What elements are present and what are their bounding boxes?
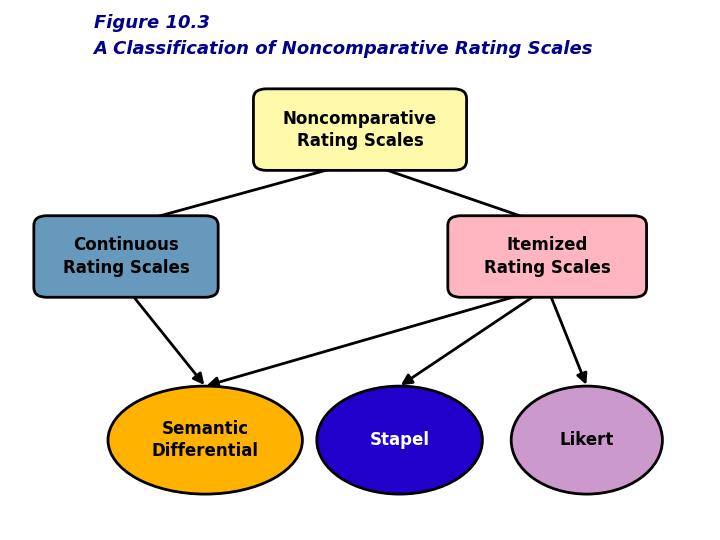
FancyBboxPatch shape (34, 215, 218, 297)
Text: Semantic
Differential: Semantic Differential (152, 420, 258, 460)
Text: A Classification of Noncomparative Rating Scales: A Classification of Noncomparative Ratin… (94, 40, 593, 58)
Text: Stapel: Stapel (369, 431, 430, 449)
FancyBboxPatch shape (253, 89, 467, 171)
Text: Likert: Likert (559, 431, 614, 449)
Text: Itemized
Rating Scales: Itemized Rating Scales (484, 237, 611, 276)
Text: Continuous
Rating Scales: Continuous Rating Scales (63, 237, 189, 276)
Text: Noncomparative
Rating Scales: Noncomparative Rating Scales (283, 110, 437, 150)
FancyBboxPatch shape (448, 215, 647, 297)
Ellipse shape (108, 386, 302, 494)
Ellipse shape (511, 386, 662, 494)
Ellipse shape (317, 386, 482, 494)
Text: Figure 10.3: Figure 10.3 (94, 14, 210, 31)
